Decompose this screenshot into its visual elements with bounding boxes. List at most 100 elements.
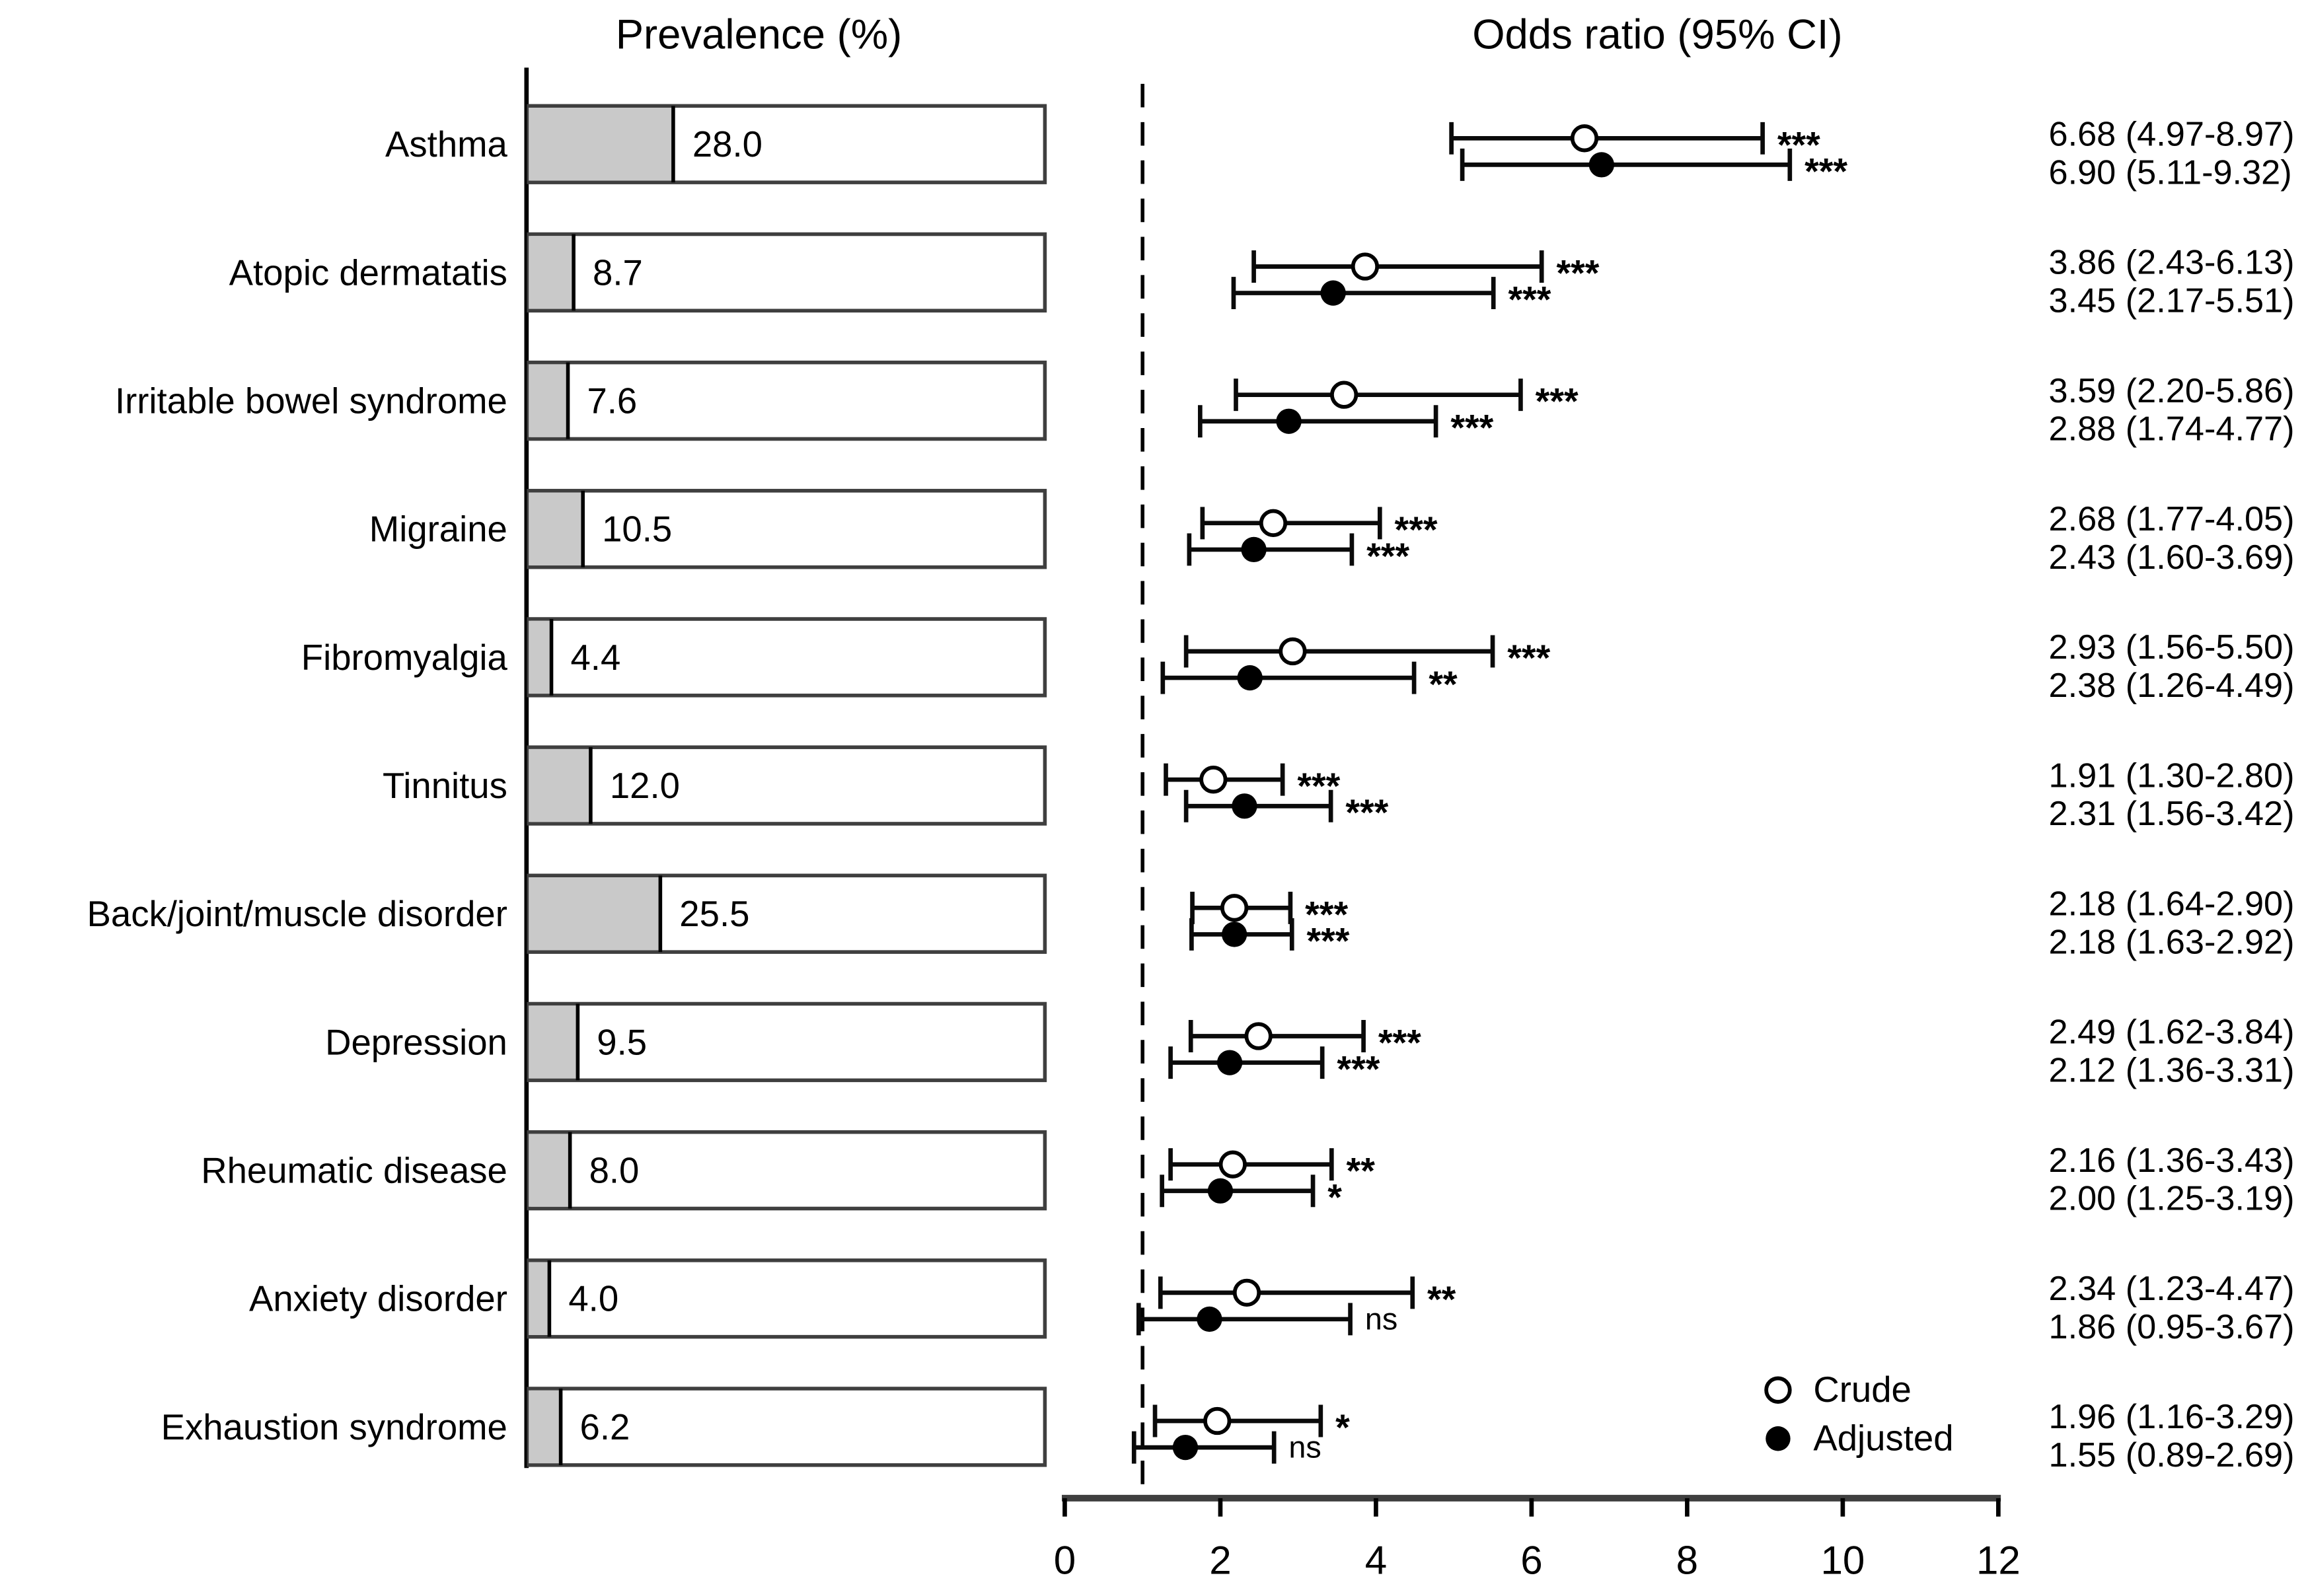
prevalence-bar [527, 1130, 1047, 1211]
prevalence-bar [527, 1258, 1047, 1339]
significance-label: *** [1305, 894, 1348, 935]
or-ci-label: 1.55 (0.89-2.69) [2048, 1436, 2294, 1474]
or-ci-label: 6.90 (5.11-9.32) [2048, 153, 2291, 192]
category-label: Anxiety disorder [249, 1279, 507, 1319]
crude-marker [1232, 1278, 1261, 1307]
prevalence-bar-fill [529, 1262, 550, 1335]
or-ci-label: 3.59 (2.20-5.86) [2048, 372, 2294, 410]
or-ci-label: 2.16 (1.36-3.43) [2048, 1142, 2294, 1180]
prevalence-value-label: 4.0 [568, 1279, 618, 1319]
significance-label: *** [1395, 509, 1438, 550]
prevalence-bar-fill [529, 236, 574, 309]
adjusted-marker [1207, 1178, 1234, 1204]
category-label: Depression [325, 1022, 507, 1062]
category-label: Atopic dermatatis [229, 252, 507, 293]
significance-label: *** [1556, 252, 1599, 293]
or-ci-label: 2.68 (1.77-4.05) [2048, 500, 2294, 538]
or-ci-label: 3.45 (2.17-5.51) [2048, 282, 2294, 320]
or-ci-label: 2.18 (1.64-2.90) [2048, 885, 2294, 923]
significance-label: ns [1288, 1430, 1321, 1465]
significance-label: *** [1536, 381, 1579, 422]
significance-label: ** [1347, 1151, 1376, 1192]
prevalence-bar [527, 489, 1047, 569]
significance-label: *** [1450, 408, 1493, 449]
prevalence-value-label: 25.5 [679, 894, 749, 934]
significance-label: ns [1365, 1302, 1397, 1336]
prevalence-bar-fill [529, 620, 552, 694]
prevalence-value-label: 8.7 [593, 252, 643, 293]
category-label: Exhaustion syndrome [161, 1407, 507, 1447]
significance-label: ** [1427, 1279, 1456, 1320]
crude-marker [1279, 637, 1307, 666]
prevalence-bar-fill [529, 748, 591, 822]
prevalence-value-label: 9.5 [597, 1022, 647, 1062]
significance-label: * [1335, 1407, 1350, 1448]
or-ci-label: 6.68 (4.97-8.97) [2048, 115, 2294, 153]
prevalence-bar-fill [529, 877, 661, 951]
significance-label: *** [1378, 1022, 1421, 1063]
category-label: Irritable bowel syndrome [115, 381, 507, 421]
legend-adjusted-marker-icon [1766, 1426, 1791, 1451]
crude-marker [1259, 509, 1288, 537]
significance-label: *** [1804, 151, 1847, 192]
or-ci-label: 2.93 (1.56-5.50) [2048, 628, 2294, 667]
or-ci-label: 2.88 (1.74-4.77) [2048, 410, 2294, 449]
significance-label: *** [1297, 766, 1340, 807]
significance-label: * [1327, 1177, 1342, 1218]
prevalence-value-label: 12.0 [610, 766, 680, 806]
crude-marker [1203, 1406, 1232, 1435]
or-ci-label: 2.38 (1.26-4.49) [2048, 667, 2294, 705]
or-ci-label: 2.00 (1.25-3.19) [2048, 1180, 2294, 1218]
or-ci-label: 1.91 (1.30-2.80) [2048, 756, 2294, 795]
prevalence-bar-fill [529, 1134, 570, 1207]
crude-marker [1570, 124, 1599, 153]
prevalence-value-label: 8.0 [589, 1151, 640, 1191]
prevalence-value-label: 7.6 [587, 381, 637, 421]
crude-marker [1220, 894, 1249, 922]
or-ci-label: 1.86 (0.95-3.67) [2048, 1308, 2294, 1346]
legend-crude-marker-icon [1764, 1376, 1792, 1404]
legend-crude-label: Crude [1813, 1369, 1911, 1410]
or-ci-label: 2.49 (1.62-3.84) [2048, 1013, 2294, 1052]
adjusted-marker [1172, 1434, 1199, 1461]
or-ci-label: 3.86 (2.43-6.13) [2048, 244, 2294, 282]
or-ci-label: 2.31 (1.56-3.42) [2048, 795, 2294, 833]
significance-label: *** [1508, 279, 1551, 320]
adjusted-marker [1588, 152, 1615, 178]
crude-marker [1199, 766, 1228, 794]
crude-marker [1244, 1022, 1273, 1050]
category-label: Tinnitus [383, 766, 507, 806]
category-label: Rheumatic disease [201, 1151, 507, 1191]
or-ci-label: 2.43 (1.60-3.69) [2048, 538, 2294, 577]
adjusted-marker [1241, 536, 1267, 563]
crude-marker [1330, 381, 1358, 409]
adjusted-marker [1197, 1306, 1222, 1332]
adjusted-marker [1221, 922, 1247, 947]
or-ci-label: 2.12 (1.36-3.31) [2048, 1052, 2294, 1090]
or-ci-label: 2.18 (1.63-2.92) [2048, 923, 2294, 961]
prevalence-bar [527, 1387, 1047, 1467]
prevalence-bar [527, 232, 1047, 313]
x-tick-label: 6 [1520, 1539, 1542, 1583]
or-ci-label: 1.96 (1.16-3.29) [2048, 1398, 2294, 1436]
or-ci-label: 2.34 (1.23-4.47) [2048, 1270, 2294, 1308]
prevalence-value-label: 6.2 [580, 1407, 630, 1447]
category-label: Asthma [385, 124, 508, 164]
prevalence-bar-fill [529, 107, 673, 181]
x-tick-label: 12 [1976, 1539, 2021, 1583]
adjusted-marker [1216, 1050, 1243, 1075]
prevalence-value-label: 28.0 [692, 124, 762, 164]
adjusted-marker [1232, 793, 1257, 819]
x-tick-label: 4 [1365, 1539, 1387, 1583]
category-label: Fibromyalgia [301, 637, 508, 678]
right-panel-title: Odds ratio (95% CI) [1472, 11, 1842, 57]
adjusted-marker [1237, 665, 1263, 691]
prevalence-value-label: 4.4 [570, 637, 620, 678]
significance-label: *** [1337, 1049, 1380, 1090]
x-tick-label: 2 [1209, 1539, 1231, 1583]
x-tick-label: 8 [1676, 1539, 1698, 1583]
x-tick-label: 0 [1054, 1539, 1076, 1583]
significance-label: ** [1429, 664, 1458, 705]
